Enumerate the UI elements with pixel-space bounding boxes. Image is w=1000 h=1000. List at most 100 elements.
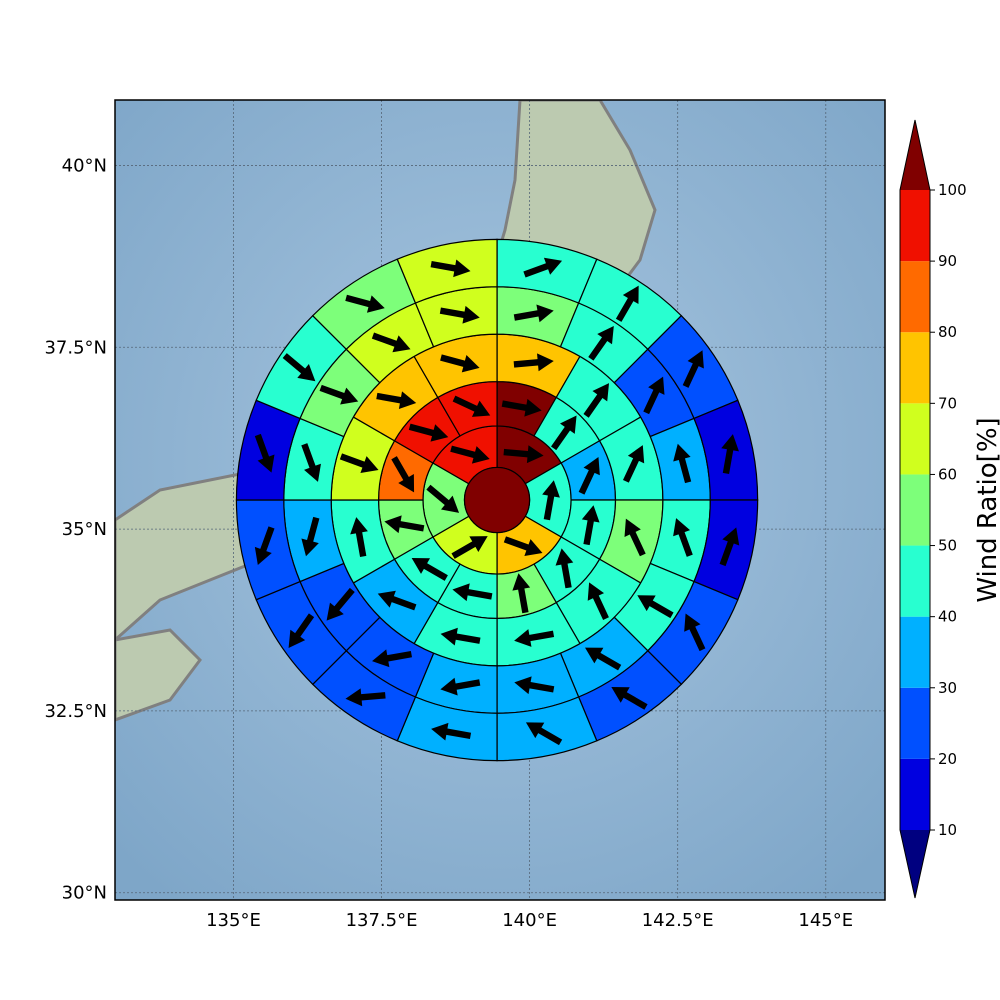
map-frame [114, 99, 886, 901]
wind-arrow [624, 518, 646, 557]
map-area [115, 100, 885, 900]
x-tick-label: 137.5°E [346, 910, 418, 931]
y-tick-label: 37.5°N [44, 337, 107, 358]
y-tick-label: 35°N [62, 519, 107, 540]
colorbar-segment [900, 758, 930, 830]
wind-arrow [339, 453, 379, 474]
wind-arrow [512, 573, 531, 614]
wind-arrow [319, 384, 359, 405]
y-tick-label: 40°N [62, 155, 107, 176]
colorbar-segment [900, 474, 930, 546]
wind-arrows [254, 257, 740, 746]
wind-arrow [721, 434, 739, 475]
colorbar-segment [900, 403, 930, 475]
wind-arrow [581, 505, 600, 546]
wind-arrow [513, 304, 554, 323]
wind-arrow [431, 722, 472, 741]
y-tick-label: 30°N [62, 883, 107, 904]
wind-arrow [391, 456, 415, 493]
colorbar-tick-label: 80 [938, 323, 957, 341]
wind-arrow [643, 376, 665, 415]
wind-arrow [426, 484, 460, 513]
wind-arrow [384, 515, 425, 534]
colorbar-tick-label: 90 [938, 252, 957, 270]
colorbar-segment [900, 616, 930, 688]
wind-arrow [372, 649, 412, 668]
wind-arrow [371, 332, 411, 353]
wind-arrow [637, 595, 674, 619]
wind-arrow [588, 326, 614, 361]
wind-arrow [450, 445, 490, 464]
wind-arrow [376, 391, 417, 410]
colorbar-tick-label: 70 [938, 394, 957, 412]
wind-arrow [377, 590, 417, 611]
wind-arrow [452, 583, 493, 602]
wind-arrow [583, 383, 610, 418]
colorbar-segment [900, 261, 930, 333]
wind-arrow [578, 456, 600, 495]
wind-arrow [440, 354, 480, 373]
wind-arrow [622, 445, 645, 483]
wind-arrow [615, 285, 639, 322]
wind-arrow [411, 558, 448, 581]
y-axis-ticks: 40°N 37.5°N 35°N 32.5°N 30°N [44, 155, 107, 903]
colorbar-segment [900, 545, 930, 617]
wind-arrow [452, 395, 491, 417]
wind-arrow [673, 518, 693, 557]
wind-arrow [555, 548, 574, 589]
wind-arrow [440, 627, 481, 646]
wind-arrow [301, 443, 321, 482]
y-tick-label: 32.5°N [44, 701, 107, 722]
wind-arrow [288, 613, 315, 649]
x-tick-label: 145°E [798, 910, 853, 931]
wind-arrow [430, 259, 471, 278]
colorbar-segment [900, 687, 930, 759]
colorbar-under-extension [900, 830, 930, 898]
wind-arrow [501, 398, 542, 417]
wind-arrow [513, 353, 554, 372]
wind-arrow [587, 582, 609, 620]
wind-ratio-cell [396, 238, 498, 304]
land-shikoku [115, 628, 202, 722]
wind-arrow [551, 415, 577, 451]
wind-arrow [503, 445, 544, 464]
wind-arrow [301, 516, 320, 557]
wind-arrow [514, 676, 555, 695]
wind-arrow [673, 443, 692, 484]
wind-arrow [350, 517, 368, 558]
wind-arrow [451, 536, 488, 559]
wind-arrow [345, 688, 386, 707]
x-tick-label: 140°E [502, 910, 557, 931]
wind-arrow [326, 587, 355, 621]
wind-arrow [542, 480, 560, 521]
colorbar-segment [900, 190, 930, 262]
x-tick-label: 142.5°E [642, 910, 714, 931]
x-tick-label: 135°E [206, 910, 261, 931]
colorbar-over-extension [900, 120, 930, 190]
wind-arrow [408, 423, 449, 442]
wind-arrow [523, 257, 563, 278]
colorbar-label: Wind Ratio[%] [973, 417, 1000, 602]
wind-arrow [682, 350, 704, 388]
wind-arrow [514, 629, 555, 647]
wind-arrow [282, 353, 316, 382]
wind-arrow [345, 294, 385, 313]
wind-arrow [684, 613, 706, 652]
wind-arrow [585, 647, 622, 671]
wind-ratio-center-cell [463, 466, 531, 534]
wind-arrow [254, 526, 275, 566]
colorbar-tick-label: 10 [938, 821, 957, 839]
colorbar-tick-label: 40 [938, 608, 957, 626]
wind-arrow [440, 677, 481, 696]
colorbar-tick-label: 50 [938, 537, 957, 555]
colorbar: 10 20 30 40 50 60 70 80 90 100 [899, 119, 967, 899]
colorbar-tick-label: 20 [938, 750, 957, 768]
wind-arrow [503, 536, 543, 556]
x-axis-ticks: 135°E 137.5°E 140°E 142.5°E 145°E [206, 910, 853, 931]
wind-arrow [254, 433, 275, 473]
wind-arrow [525, 722, 563, 746]
wind-arrow [719, 527, 740, 567]
colorbar-tick-label: 60 [938, 465, 957, 483]
wind-arrow [611, 686, 648, 710]
